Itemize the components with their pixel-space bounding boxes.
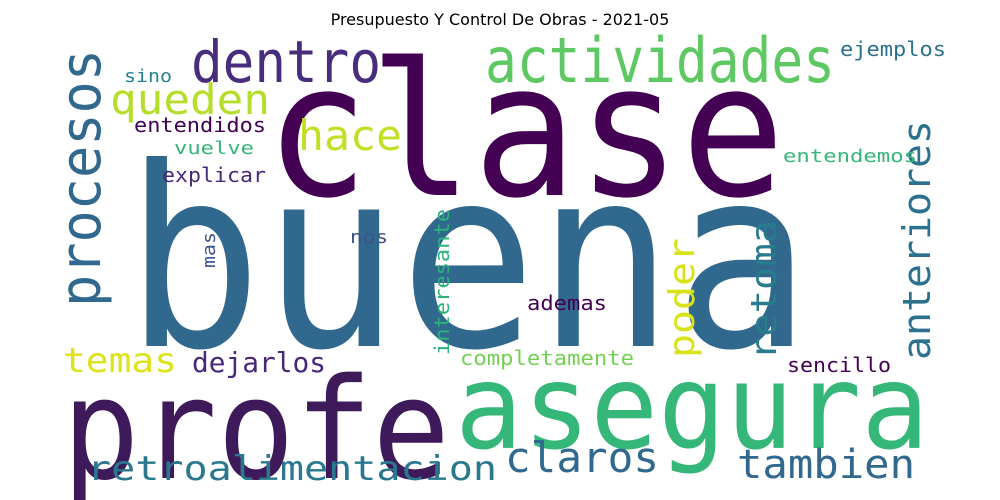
word-anteriores: anteriores — [895, 120, 939, 360]
word-clase: clase — [265, 23, 785, 239]
word-actividades: actividades — [485, 24, 835, 97]
word-buena: buena — [125, 114, 811, 405]
word-mas: mas — [199, 232, 220, 268]
word-sencillo: sencillo — [787, 353, 891, 377]
word-explicar: explicar — [162, 163, 266, 187]
word-poder: poder — [662, 238, 703, 358]
word-ejemplos: ejemplos — [840, 37, 946, 61]
word-sino: sino — [124, 66, 172, 87]
word-retroalimentacion: retroalimentacion — [87, 449, 497, 489]
word-procesos: procesos — [49, 49, 114, 307]
word-tambien: tambien — [737, 442, 915, 488]
chart-title: Presupuesto Y Control De Obras - 2021-05 — [330, 10, 670, 29]
word-profe: profe — [62, 349, 450, 500]
word-nos: nos — [350, 227, 388, 248]
word-queden: queden — [110, 75, 270, 124]
word-interesante: interesante — [430, 209, 454, 355]
word-entendemos: entendemos — [783, 146, 917, 167]
word-temas: temas — [63, 341, 177, 381]
word-dejarlos: dejarlos — [192, 346, 326, 379]
word-asegura: asegura — [455, 338, 929, 476]
word-completamente: completamente — [460, 346, 634, 370]
word-entendidos: entendidos — [134, 113, 266, 137]
word-dentro: dentro — [191, 28, 381, 96]
word-claros: claros — [505, 433, 659, 482]
word-hace: hace — [298, 111, 402, 160]
word-ademas: ademas — [527, 291, 607, 315]
word-retoma: retoma — [744, 220, 785, 360]
word-vuelve: vuelve — [174, 138, 254, 159]
